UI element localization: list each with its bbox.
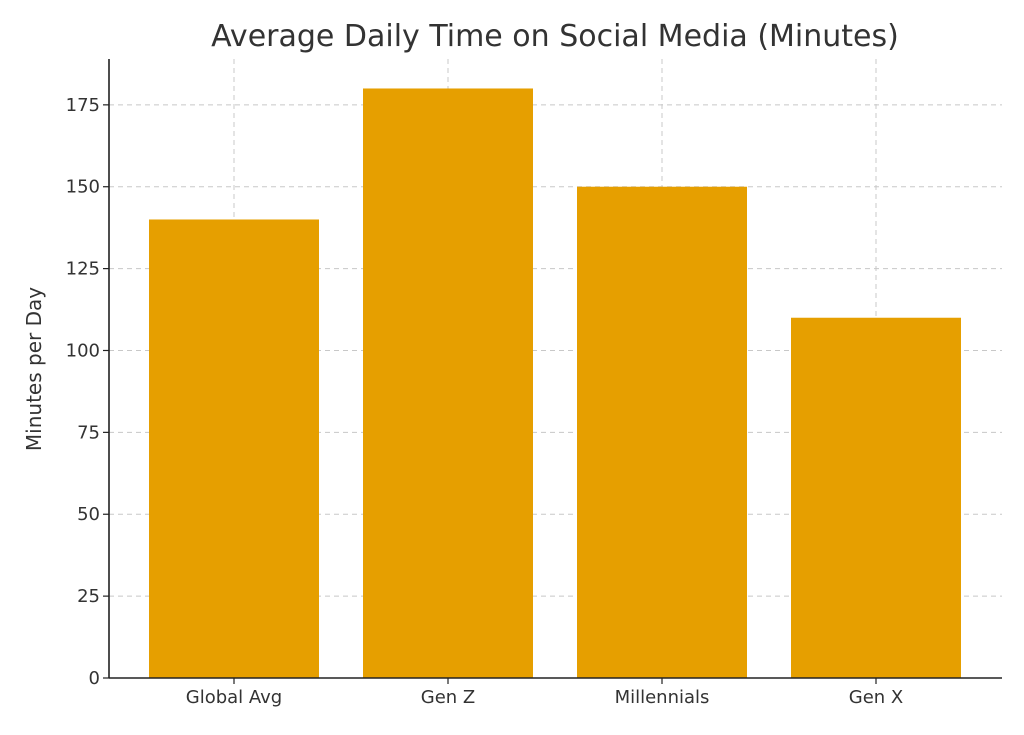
tick-labels: 0 25 50 75 100 125 150 175 Global Avg Gen Z Millen… [66,95,904,708]
bar [363,88,533,678]
x-tick-label: Gen X [849,687,903,708]
x-tick-label: Millennials [615,687,710,708]
y-tick-label: 0 [89,668,100,689]
y-tick-label: 25 [77,586,100,607]
x-tick-label: Gen Z [421,687,475,708]
bar [149,219,319,678]
chart-title: Average Daily Time on Social Media (Minu… [211,19,899,54]
y-tick-label: 150 [66,177,100,198]
y-tick-label: 100 [66,340,100,361]
y-tick-label: 50 [77,504,100,525]
bars [149,88,961,678]
y-axis-label: Minutes per Day [22,287,46,451]
bar [577,186,747,678]
x-tick-label: Global Avg [186,687,282,708]
y-tick-label: 125 [66,259,100,280]
y-tick-label: 75 [77,422,100,443]
axes [103,59,1002,684]
bar [791,317,961,678]
y-tick-label: 175 [66,95,100,116]
